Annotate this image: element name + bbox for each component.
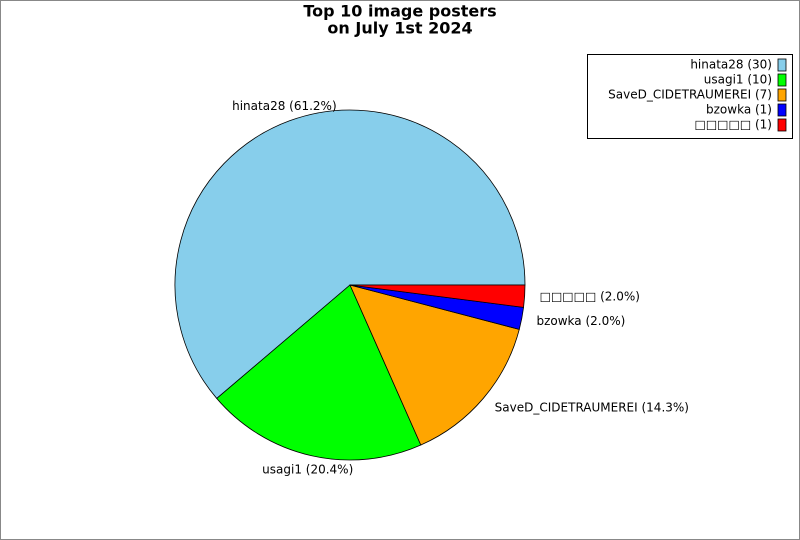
slice-label: □□□□□ (2.0%) [540,290,640,304]
slice-label: SaveD_CIDETRAUMEREI (14.3%) [495,401,689,415]
legend-swatch [777,58,787,72]
legend-label: hinata28 (30) [690,58,772,72]
slice-label: usagi1 (20.4%) [262,463,353,477]
legend-swatch [777,103,787,117]
legend-swatch [777,73,787,87]
pie-slice [216,284,422,461]
pie-slice [349,284,526,308]
chart-title: Top 10 image posters [303,2,496,21]
pie-slice [174,109,526,400]
slice-label: hinata28 (61.2%) [232,99,337,113]
pie-slice [349,284,520,446]
chart-title: on July 1st 2024 [327,19,472,38]
legend-swatch [777,118,787,132]
legend-label: usagi1 (10) [704,73,772,87]
legend-box [587,54,793,139]
legend-swatch [777,88,787,102]
slice-label: bzowka (2.0%) [536,314,625,328]
legend-label: bzowka (1) [706,103,772,117]
legend-label: SaveD_CIDETRAUMEREI (7) [608,88,772,102]
legend-label: □□□□□ (1) [694,118,772,132]
